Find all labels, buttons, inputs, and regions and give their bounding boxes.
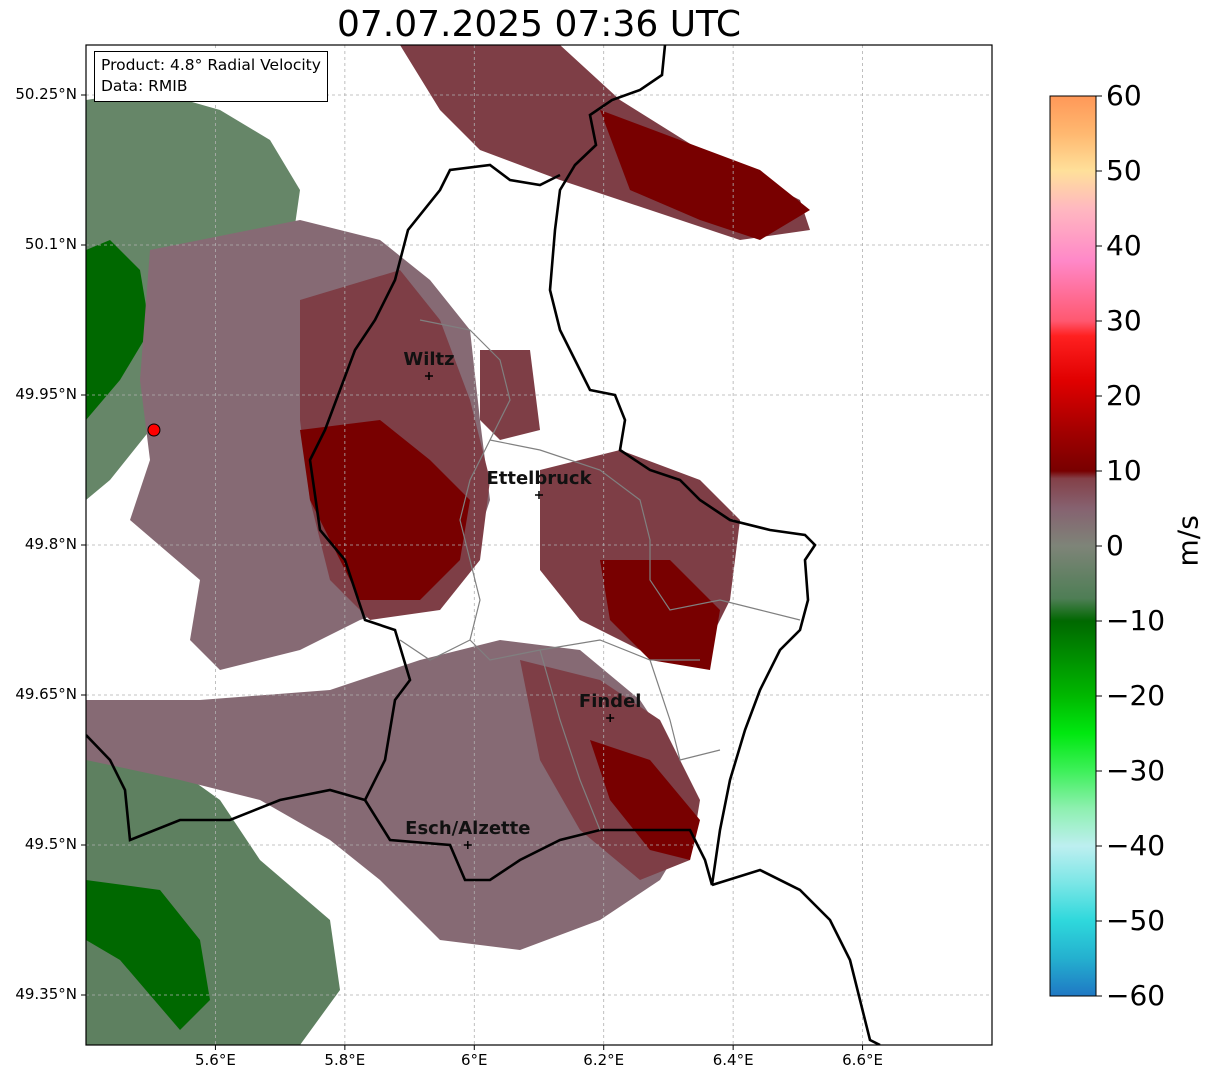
lat-label: 49.8°N [24, 535, 77, 553]
town-label: Ettelbruck [486, 468, 592, 489]
town-marker [535, 491, 543, 499]
town-marker [463, 841, 472, 849]
echo-inbound-dark-southwest [86, 880, 210, 1030]
colorbar [1049, 95, 1102, 997]
colorbar-tick-label: 20 [1106, 379, 1142, 412]
lon-label: 6.2°E [583, 1051, 625, 1069]
echo-outbound-dark-north [600, 110, 810, 240]
lon-label: 5.8°E [324, 1051, 366, 1069]
radar-site-marker [147, 423, 161, 437]
colorbar-tick-label: 0 [1106, 529, 1124, 562]
luxembourg-border [308, 45, 817, 886]
town-marker [606, 714, 615, 722]
product-info-box: Product: 4.8° Radial Velocity Data: RMIB [94, 51, 328, 102]
colorbar-tick-label: 10 [1106, 454, 1142, 487]
lon-label: 6.6°E [842, 1051, 883, 1069]
lat-label: 49.35°N [15, 985, 77, 1003]
colorbar-unit-label: m/s [1171, 515, 1205, 567]
colorbar-tick-label: −60 [1106, 979, 1166, 1012]
product-label: Product: 4.8° Radial Velocity [101, 56, 321, 74]
lat-label: 50.1°N [24, 235, 77, 253]
belgium-france-border [86, 734, 366, 842]
graticule [86, 45, 992, 1045]
colorbar-tick-label: −20 [1106, 679, 1166, 712]
colorbar-tick-label: 40 [1106, 229, 1142, 262]
lon-label: 6.4°E [712, 1051, 754, 1069]
frame-ticks [81, 94, 864, 1050]
town-label: Findel [578, 691, 642, 712]
colorbar-tick-label: 50 [1106, 154, 1142, 187]
lat-label: 49.65°N [15, 685, 77, 703]
lat-label: 49.5°N [24, 835, 77, 853]
colorbar-tick-label: −50 [1106, 904, 1166, 937]
map-area [86, 45, 992, 1045]
echo-outbound-dark-east [600, 560, 720, 670]
colorbar-tick-label: 30 [1106, 304, 1142, 337]
germany-border-east [711, 868, 881, 1045]
colorbar-ticks [1096, 95, 1102, 997]
borders [86, 45, 881, 1045]
echo-inbound-dark-west [86, 240, 150, 420]
colorbar-tick-label: −10 [1106, 604, 1166, 637]
echo-outbound-wiltz [480, 350, 540, 440]
lon-label: 6°E [461, 1051, 488, 1069]
colorbar-tick-label: −30 [1106, 754, 1166, 787]
colorbar-bar [1049, 95, 1097, 997]
velocity-echoes [86, 45, 810, 1045]
colorbar-tick-label: −40 [1106, 829, 1166, 862]
lat-label: 49.95°N [15, 385, 77, 403]
town-label: Wiltz [403, 349, 455, 370]
town-markers [424, 372, 615, 849]
lon-label: 5.6°E [195, 1051, 236, 1069]
data-source-label: Data: RMIB [101, 77, 188, 95]
colorbar-tick-label: 60 [1106, 79, 1142, 112]
town-label: Esch/Alzette [405, 818, 531, 839]
town-marker [424, 372, 433, 380]
map-title: 07.07.2025 07:36 UTC [336, 4, 742, 45]
canton-boundaries [399, 319, 801, 831]
lat-label: 50.25°N [15, 85, 77, 103]
